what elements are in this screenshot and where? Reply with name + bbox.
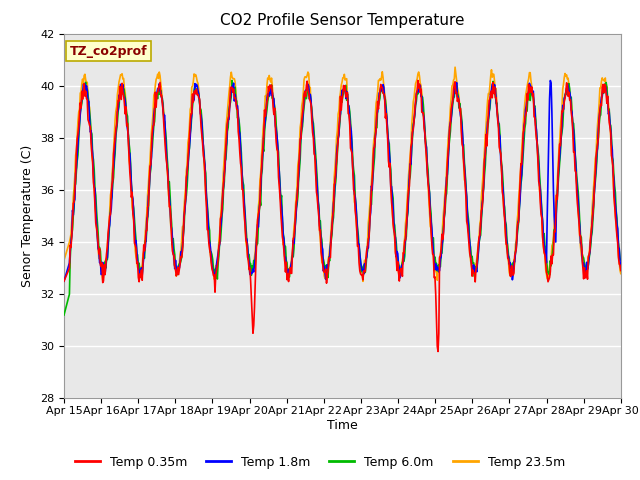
- Legend: Temp 0.35m, Temp 1.8m, Temp 6.0m, Temp 23.5m: Temp 0.35m, Temp 1.8m, Temp 6.0m, Temp 2…: [70, 451, 570, 474]
- X-axis label: Time: Time: [327, 419, 358, 432]
- Text: TZ_co2prof: TZ_co2prof: [70, 45, 147, 58]
- Title: CO2 Profile Sensor Temperature: CO2 Profile Sensor Temperature: [220, 13, 465, 28]
- Y-axis label: Senor Temperature (C): Senor Temperature (C): [22, 145, 35, 287]
